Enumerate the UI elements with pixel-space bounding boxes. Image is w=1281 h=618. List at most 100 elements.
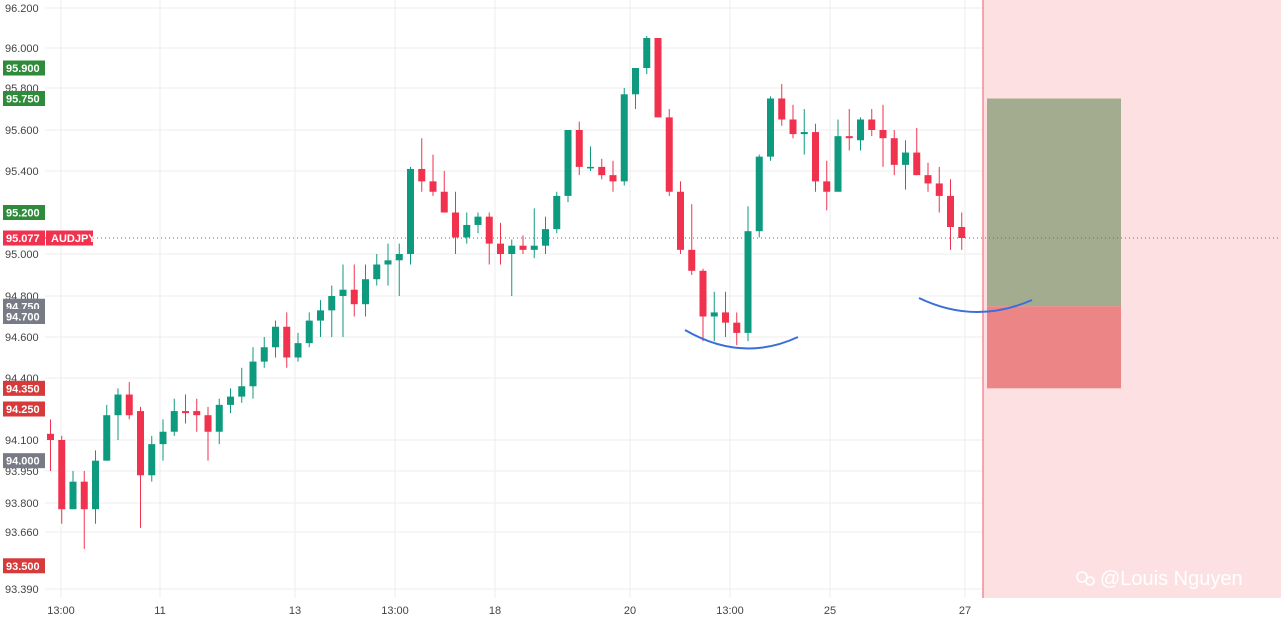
candle <box>587 146 594 171</box>
candle-body <box>789 119 797 135</box>
candle <box>868 109 876 137</box>
x-tick-label: 13:00 <box>47 605 75 617</box>
candle-body <box>137 411 144 476</box>
candle-body <box>958 227 966 239</box>
candle <box>935 166 943 213</box>
candle-body <box>699 270 707 317</box>
candle <box>474 212 482 234</box>
candle-body <box>688 249 696 271</box>
candle <box>395 243 403 296</box>
candle-body <box>733 322 741 333</box>
x-tick-label: 13:00 <box>381 605 409 617</box>
price-badge: 93.500 <box>3 558 45 574</box>
price-badge: 94.350 <box>3 380 45 396</box>
y-tick-label: 93.950 <box>5 466 39 478</box>
price-badge: 95.750 <box>3 91 45 106</box>
candle-body <box>474 216 482 225</box>
candle <box>227 388 234 414</box>
stop-zone <box>987 306 1121 389</box>
candle-body <box>677 191 684 250</box>
x-axis: 13:00 11 13 13:00 18 20 13:00 25 27 <box>47 605 971 617</box>
candle-body <box>80 481 88 510</box>
candle-body <box>429 181 437 192</box>
price-badge-label: 93.500 <box>6 561 40 573</box>
price-badge: 94.700 <box>3 309 45 324</box>
candle-body <box>384 260 392 265</box>
x-tick-label: 27 <box>959 605 971 617</box>
y-tick-label: 95.400 <box>5 166 39 178</box>
x-tick-label: 18 <box>489 605 501 617</box>
x-tick-label: 13 <box>289 605 301 617</box>
candle-body <box>395 254 403 261</box>
rounded-bottom-curve <box>684 329 799 350</box>
price-badge-label: 94.000 <box>6 456 40 468</box>
watermark-icon <box>1076 571 1095 586</box>
candle <box>857 117 864 151</box>
candle-body <box>418 168 426 182</box>
candle <box>137 406 144 528</box>
price-badge-label: 94.700 <box>6 312 40 324</box>
candle-body <box>935 183 943 196</box>
candle <box>238 367 246 403</box>
price-badge-label: 95.077 <box>6 233 40 245</box>
candle <box>249 347 257 399</box>
candle-body <box>440 191 448 213</box>
candle-body <box>47 433 54 440</box>
price-badge-label: 95.900 <box>6 63 40 75</box>
candle-body <box>643 38 651 68</box>
candle <box>418 138 426 192</box>
candle <box>947 179 954 250</box>
candle-body <box>823 181 831 192</box>
y-tick-label: 93.800 <box>5 498 39 510</box>
candle-body <box>294 343 302 358</box>
price-badge-label: 94.350 <box>6 383 40 395</box>
candle-body <box>114 394 122 416</box>
candle-body <box>204 415 212 432</box>
x-tick-label: 13:00 <box>716 605 744 617</box>
candle-body <box>193 411 201 416</box>
price-badges: 95.90095.75095.20095.07794.75094.70094.3… <box>3 60 45 574</box>
candle <box>485 212 493 265</box>
candle-body <box>508 245 516 254</box>
candle <box>823 160 831 211</box>
symbol-badge: AUDJPY <box>46 230 96 246</box>
candle <box>643 36 651 74</box>
price-badge-bg <box>3 91 45 106</box>
candle <box>733 312 741 346</box>
x-tick-label: 25 <box>824 605 836 617</box>
candle <box>530 208 538 259</box>
candle-body <box>485 216 493 244</box>
candle-body <box>215 404 223 432</box>
price-badge: 95.077 <box>3 230 45 246</box>
candle <box>609 160 617 192</box>
candle-body <box>69 481 77 510</box>
candle <box>328 285 336 337</box>
candle-body <box>350 289 358 305</box>
candle <box>688 204 696 275</box>
candle <box>564 130 572 203</box>
candle-body <box>182 411 189 414</box>
y-tick-label: 96.000 <box>5 43 39 55</box>
candle <box>890 130 898 176</box>
candle <box>913 127 921 176</box>
candle <box>92 450 99 524</box>
candle <box>778 84 786 126</box>
y-tick-label: 96.200 <box>5 3 39 15</box>
candle-body <box>249 361 257 387</box>
candle-body <box>902 152 909 165</box>
candle-body <box>103 415 111 461</box>
x-tick-label: 20 <box>624 605 636 617</box>
candle-body <box>238 386 246 397</box>
candle <box>542 216 549 254</box>
candle <box>215 398 223 445</box>
candle <box>452 191 459 254</box>
candle <box>800 109 808 155</box>
candle <box>283 312 291 368</box>
candle <box>373 254 381 286</box>
candle-body <box>913 152 921 176</box>
candle <box>260 337 268 368</box>
candle-body <box>553 195 561 230</box>
candle <box>519 235 527 254</box>
price-badge-label: 95.750 <box>6 94 40 106</box>
